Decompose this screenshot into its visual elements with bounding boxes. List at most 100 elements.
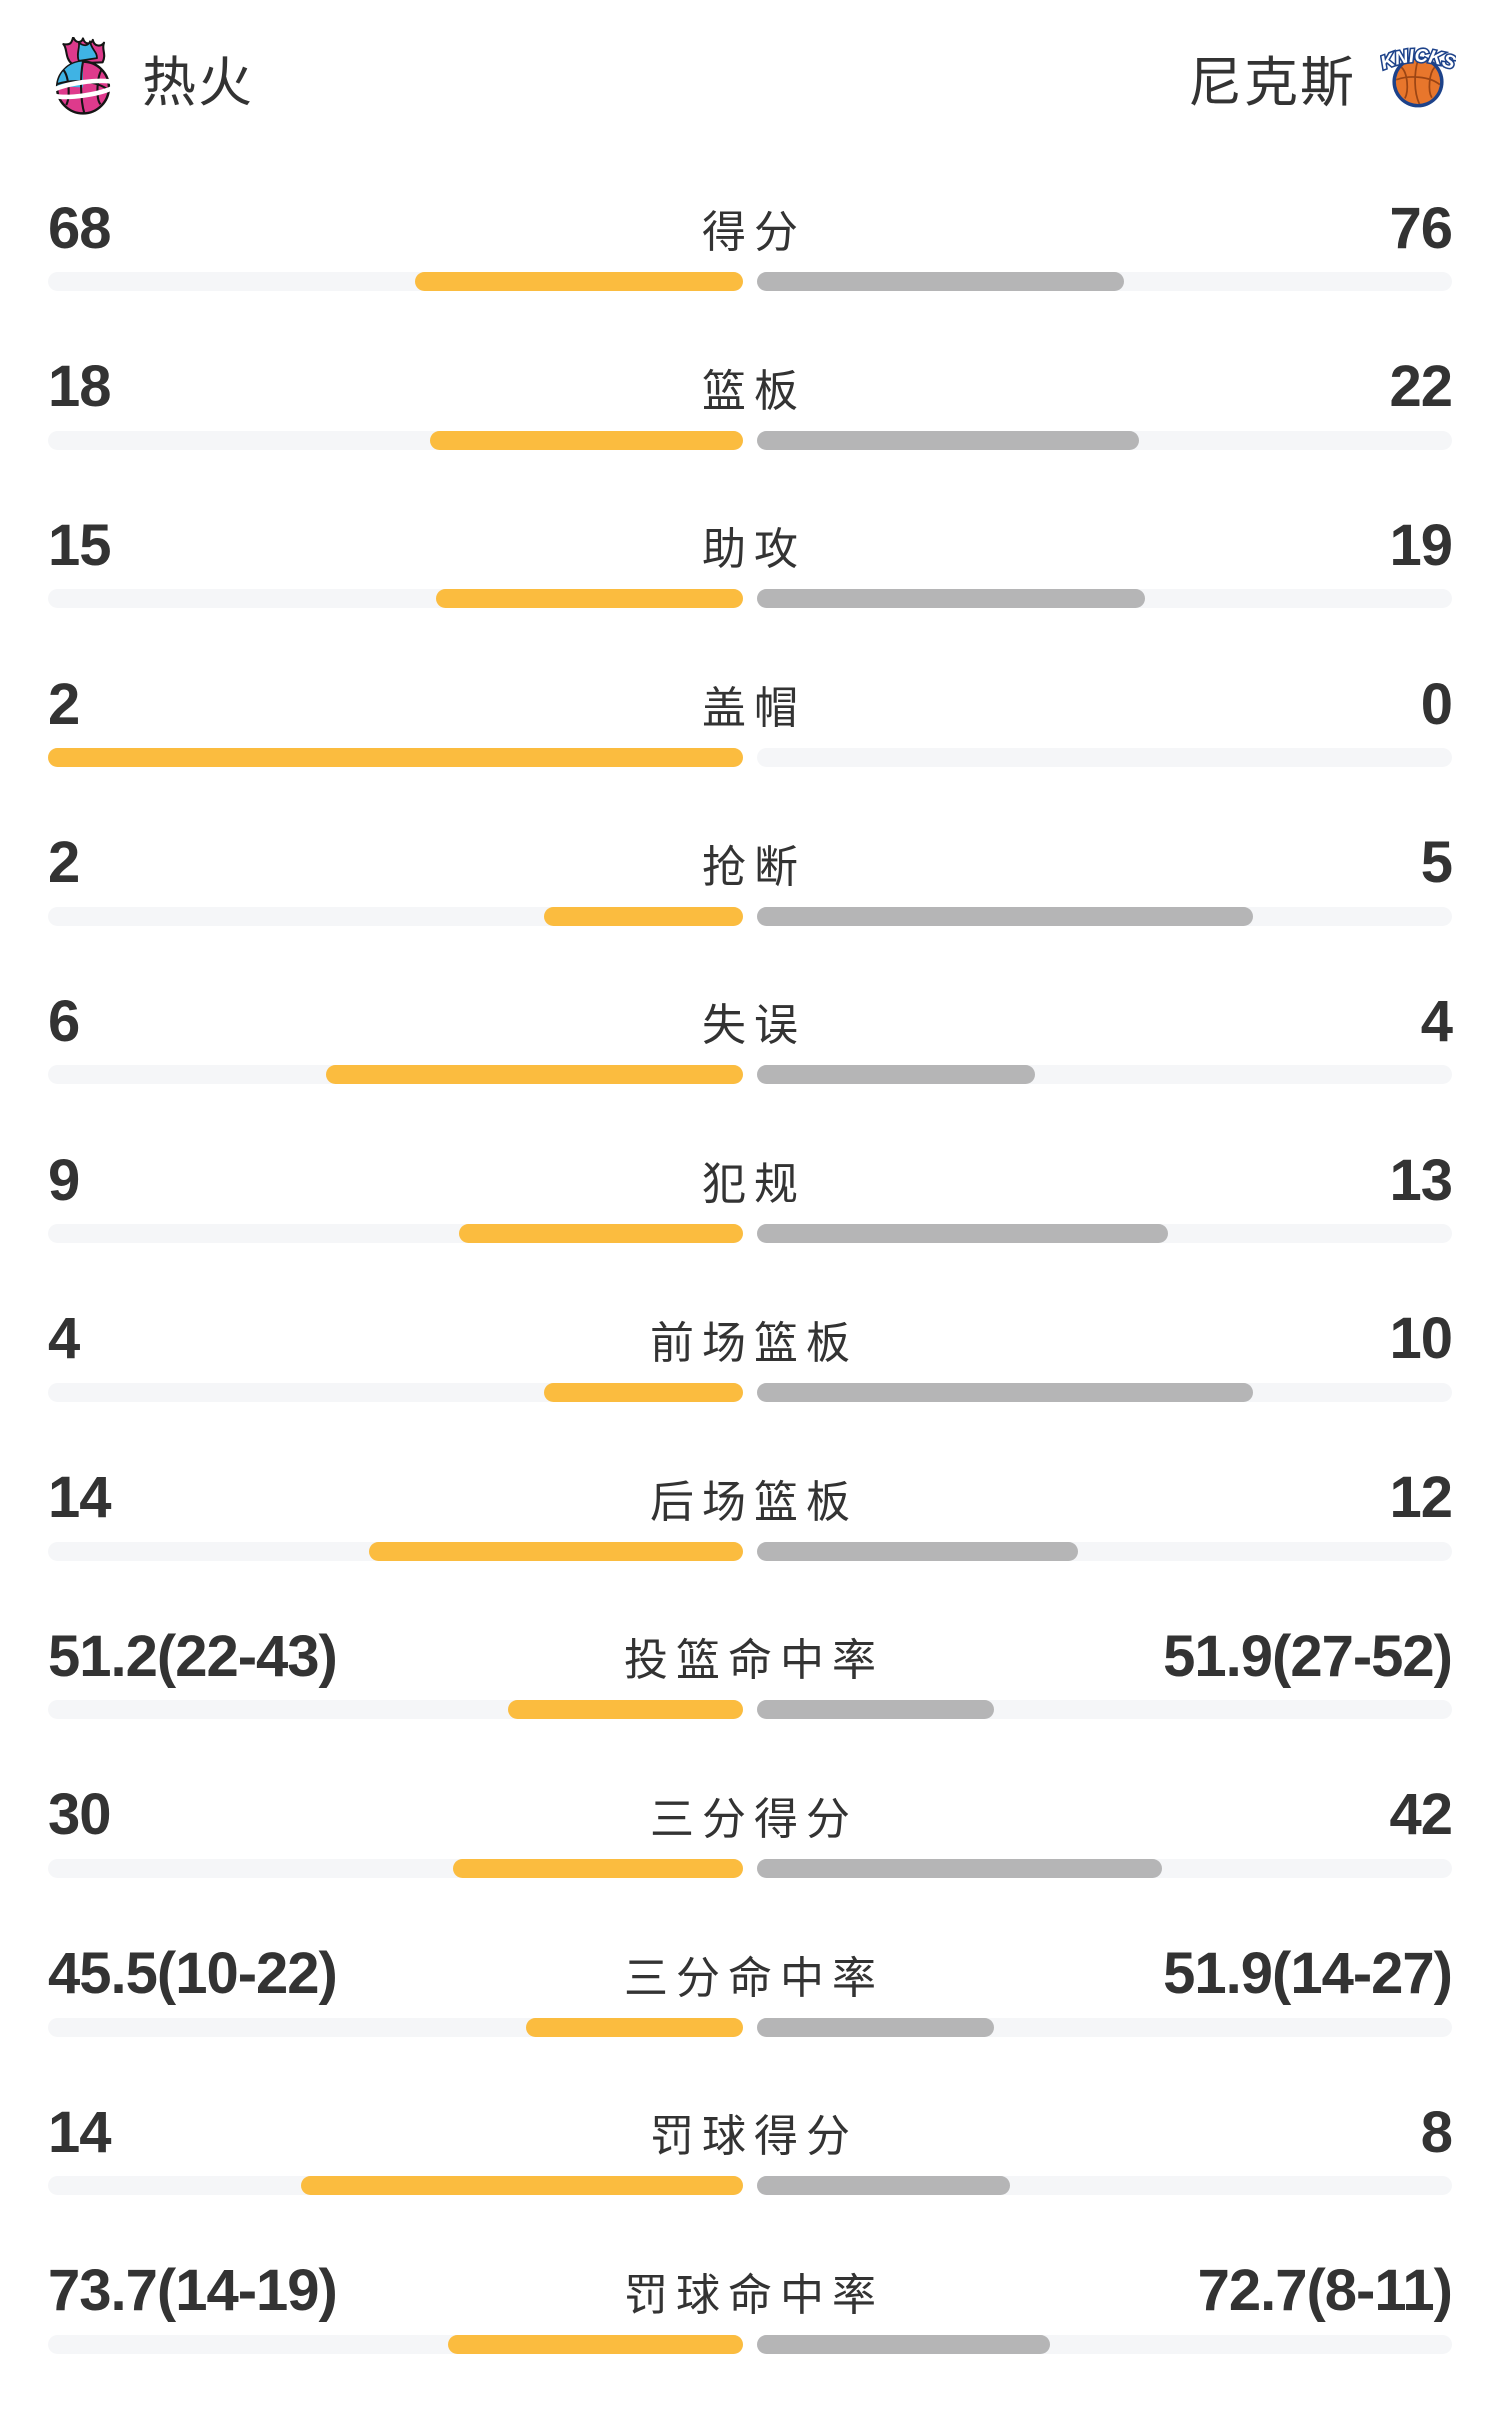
- left-bar-track: [48, 906, 743, 926]
- stat-values-line: 4 前场篮板 10: [48, 1303, 1453, 1375]
- right-team-bar: [757, 1700, 995, 1720]
- stat-values-line: 18 篮板 22: [48, 351, 1453, 423]
- left-team-name: 热火: [142, 52, 254, 113]
- left-bar-track: [48, 272, 743, 291]
- left-bar-track: [48, 2334, 743, 2354]
- stat-bars-line: [48, 906, 1452, 926]
- stat-bars-line: [48, 2017, 1452, 2037]
- stat-label: 三分命中率: [624, 1953, 884, 2003]
- stat-row: 15 助攻 19: [48, 507, 1453, 666]
- stat-label: 三分得分: [650, 1794, 858, 1844]
- right-bar-track: [757, 1224, 1452, 1244]
- left-team-bar: [507, 1700, 743, 1720]
- scoreboard-header: 热火 尼克斯 KNICKS: [0, 0, 1500, 120]
- stat-row: 51.2(22-43) 投篮命中率 51.9(27-52): [48, 1618, 1453, 1777]
- left-team-bar: [414, 272, 743, 291]
- stat-bars-line: [48, 748, 1452, 768]
- left-team-bar: [436, 589, 743, 609]
- right-team-bar: [757, 2334, 1050, 2354]
- stat-values-line: 30 三分得分 42: [48, 1779, 1453, 1851]
- stat-label: 后场篮板: [650, 1477, 858, 1527]
- stat-bars-line: [48, 430, 1452, 450]
- right-team-bar: [757, 2176, 1010, 2196]
- stat-label: 投篮命中率: [624, 1636, 884, 1686]
- right-bar-track: [757, 906, 1452, 926]
- stat-bars-line: [48, 1382, 1452, 1402]
- stat-values-line: 15 助攻 19: [48, 509, 1453, 581]
- right-bar-track: [757, 1065, 1452, 1085]
- left-team-bar: [544, 906, 743, 926]
- stat-row: 30 三分得分 42: [48, 1777, 1453, 1936]
- right-team-bar: [757, 906, 1254, 926]
- right-team-value: 51.9(27-52): [1163, 1623, 1453, 1689]
- left-bar-track: [48, 1700, 743, 1720]
- right-team-value: 19: [1389, 512, 1453, 578]
- stat-row: 9 犯规 13: [48, 1142, 1453, 1301]
- left-team-value: 68: [48, 195, 112, 261]
- right-team-bar: [757, 272, 1124, 291]
- right-team-value: 72.7(8-11): [1197, 2258, 1453, 2324]
- right-team-value: 8: [1420, 2099, 1453, 2165]
- stat-row: 6 失误 4: [48, 983, 1453, 1142]
- right-bar-track: [757, 2017, 1452, 2037]
- right-bar-track: [757, 2334, 1452, 2354]
- left-team-value: 15: [48, 512, 112, 578]
- left-team-bar: [48, 748, 743, 768]
- stat-label: 前场篮板: [650, 1318, 858, 1368]
- right-team-bar: [757, 1382, 1254, 1402]
- stat-bars-line: [48, 589, 1452, 609]
- left-bar-track: [48, 1065, 743, 1085]
- left-bar-track: [48, 589, 743, 609]
- left-team-value: 4: [48, 1306, 80, 1372]
- right-team-value: 76: [1389, 195, 1453, 261]
- left-team-bar: [544, 1382, 743, 1402]
- right-team-value: 22: [1389, 354, 1453, 420]
- left-team-bar: [458, 1224, 743, 1244]
- right-bar-track: [757, 430, 1452, 450]
- right-bar-track: [757, 1700, 1452, 1720]
- right-team: 尼克斯 KNICKS: [1188, 38, 1456, 117]
- stat-label: 助攻: [702, 525, 806, 575]
- left-bar-track: [48, 1541, 743, 1561]
- left-bar-track: [48, 1224, 743, 1244]
- left-team-value: 51.2(22-43): [48, 1623, 338, 1689]
- stat-label: 盖帽: [702, 684, 806, 734]
- stat-values-line: 14 后场篮板 12: [48, 1462, 1453, 1534]
- stat-bars-line: [48, 1224, 1452, 1244]
- right-team-bar: [757, 2017, 995, 2037]
- left-bar-track: [48, 1858, 743, 1878]
- left-bar-track: [48, 430, 743, 450]
- right-team-value: 51.9(14-27): [1163, 1941, 1453, 2007]
- left-team-bar: [448, 2334, 743, 2354]
- right-team-bar: [757, 1065, 1035, 1085]
- right-team-bar: [757, 430, 1140, 450]
- left-team-bar: [525, 2017, 743, 2037]
- stat-values-line: 2 盖帽 0: [48, 668, 1453, 740]
- stat-row: 4 前场篮板 10: [48, 1301, 1453, 1460]
- stat-row: 45.5(10-22) 三分命中率 51.9(14-27): [48, 1936, 1453, 2095]
- left-team-value: 14: [48, 2099, 112, 2165]
- stat-values-line: 2 抢断 5: [48, 827, 1453, 899]
- knicks-basketball-icon: KNICKS: [1380, 43, 1456, 108]
- stat-row: 68 得分 76: [48, 190, 1453, 349]
- stat-label: 得分: [702, 208, 806, 257]
- left-bar-track: [48, 2176, 743, 2196]
- stat-values-line: 6 失误 4: [48, 985, 1453, 1057]
- right-team-bar: [757, 1224, 1168, 1244]
- right-bar-track: [757, 1858, 1452, 1878]
- stat-label: 犯规: [702, 1160, 806, 1210]
- left-team-value: 6: [48, 988, 80, 1054]
- left-team-value: 45.5(10-22): [48, 1941, 338, 2007]
- left-team-bar: [300, 2176, 743, 2196]
- stat-values-line: 9 犯规 13: [48, 1144, 1453, 1216]
- stat-values-line: 45.5(10-22) 三分命中率 51.9(14-27): [48, 1938, 1453, 2010]
- left-team-bar: [368, 1541, 743, 1561]
- stat-bars-line: [48, 1541, 1452, 1561]
- left-bar-track: [48, 2017, 743, 2037]
- right-bar-track: [757, 589, 1452, 609]
- stat-row: 14 罚球得分 8: [48, 2094, 1453, 2253]
- left-team: 热火: [48, 37, 254, 117]
- stat-bars-line: [48, 1700, 1452, 1720]
- stat-values-line: 51.2(22-43) 投篮命中率 51.9(27-52): [48, 1620, 1453, 1692]
- left-team-bar: [326, 1065, 743, 1085]
